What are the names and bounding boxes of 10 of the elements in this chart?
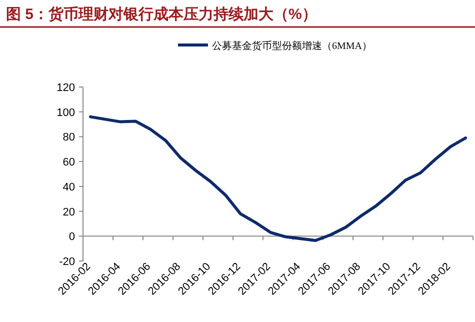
y-tick-label: 100	[56, 106, 75, 119]
y-tick-label: 60	[62, 156, 75, 169]
line-series	[89, 115, 467, 242]
y-tick-label: 80	[62, 132, 75, 144]
chart-title: 图 5：货币理财对银行成本压力持续加大（%）	[6, 6, 317, 23]
y-tick-label: 40	[62, 181, 75, 194]
legend-label: 公募基金货币型份额增速（6MMA）	[212, 40, 372, 52]
y-tick-label: 20	[62, 206, 75, 218]
y-tick-label: 120	[56, 82, 75, 94]
y-tick-label: 0	[68, 231, 75, 244]
